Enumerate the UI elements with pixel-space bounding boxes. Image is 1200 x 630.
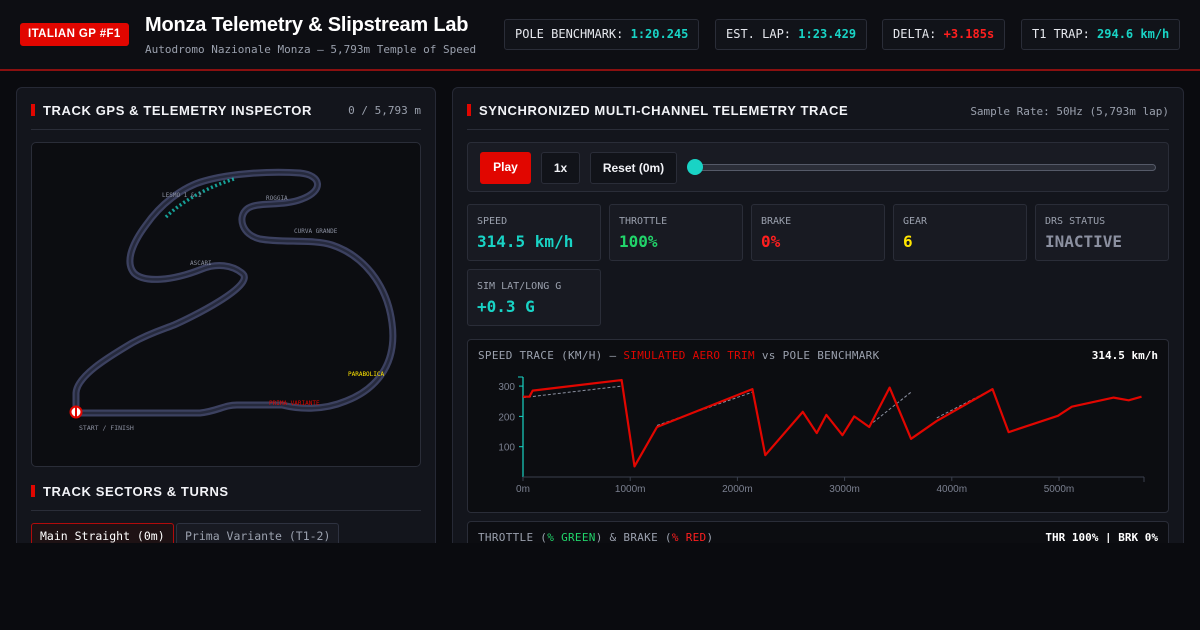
trace-panel-title: SYNCHRONIZED MULTI-CHANNEL TELEMETRY TRA… — [467, 103, 848, 118]
track-outline — [72, 168, 397, 417]
reset-button[interactable]: Reset (0m) — [590, 152, 677, 184]
app-title: Monza Telemetry & Slipstream Lab — [145, 14, 469, 36]
delta-stat: DELTA: +3.185s — [882, 19, 1006, 50]
y-tick-label: 200 — [498, 412, 515, 423]
g-force-value: +0.3 G — [477, 297, 535, 316]
position-slider-thumb[interactable] — [687, 159, 703, 175]
app-subtitle: Autodromo Nazionale Monza — 5,793m Templ… — [145, 43, 477, 56]
throttle-chart-current: THR 100% | BRK 0% — [1045, 531, 1158, 544]
speed-value: 314.5 km/h — [477, 232, 574, 251]
speed-card: SPEED 314.5 km/h — [467, 204, 601, 261]
position-slider[interactable] — [695, 164, 1156, 171]
parabolica-label: PARABOLICA — [348, 371, 385, 378]
track-distance-readout: 0 / 5,793 m — [348, 104, 421, 117]
ascari-label: ASCARI — [190, 260, 212, 267]
divider — [31, 510, 421, 511]
lesmo-label: LESMO 1 & 2 — [162, 192, 202, 199]
viewport-bottom — [0, 543, 1200, 630]
aero-trim-line — [523, 378, 1142, 468]
pole-benchmark-line — [868, 391, 912, 426]
curva-grande-label: CURVA GRANDE — [294, 228, 338, 235]
race-badge: ITALIAN GP #F1 — [20, 23, 129, 46]
y-tick-label: 100 — [498, 443, 515, 454]
track-map-svg: LESMO 1 & 2 ROGGIA CURVA GRANDE ASCARI P… — [69, 168, 397, 432]
gear-value: 6 — [903, 232, 913, 251]
x-tick-label: 2000m — [722, 484, 753, 495]
prima-variante-label: PRIMA VARIANTE — [269, 400, 320, 407]
drs-status-value: INACTIVE — [1045, 232, 1123, 251]
playback-controls: Play 1x Reset (0m) — [467, 142, 1169, 192]
track-panel-title: TRACK GPS & TELEMETRY INSPECTOR — [31, 103, 312, 118]
play-button[interactable]: Play — [480, 152, 531, 184]
drs-zone-marker — [164, 177, 235, 219]
sectors-panel-title: TRACK SECTORS & TURNS — [31, 484, 229, 499]
g-force-card: SIM LAT/LONG G +0.3 G — [467, 269, 601, 326]
est-lap-stat: EST. LAP: 1:23.429 — [715, 19, 868, 50]
pole-benchmark-line — [522, 385, 622, 399]
roggia-label: ROGGIA — [266, 195, 288, 202]
throttle-chart-title: THROTTLE (% GREEN) & BRAKE (% RED) — [478, 531, 714, 544]
speed-chart-current: 314.5 km/h — [1091, 349, 1158, 362]
divider — [31, 129, 421, 130]
speed-trace-chart: SPEED TRACE (KM/H) — SIMULATED AERO TRIM… — [467, 339, 1169, 513]
playback-speed-button[interactable]: 1x — [541, 152, 580, 184]
divider — [467, 129, 1169, 130]
x-tick-label: 5000m — [1044, 484, 1075, 495]
throttle-value: 100% — [619, 232, 658, 251]
track-map[interactable]: LESMO 1 & 2 ROGGIA CURVA GRANDE ASCARI P… — [31, 142, 421, 467]
brake-card: BRAKE 0% — [751, 204, 885, 261]
y-tick-label: 300 — [498, 382, 515, 393]
track-centerline — [74, 171, 395, 415]
x-tick-label: 3000m — [829, 484, 860, 495]
x-tick-label: 1000m — [615, 484, 646, 495]
gear-card: GEAR 6 — [893, 204, 1027, 261]
x-tick-label: 0m — [516, 484, 530, 495]
t1-trap-stat: T1 TRAP: 294.6 km/h — [1021, 19, 1181, 50]
app-header: ITALIAN GP #F1 Monza Telemetry & Slipstr… — [0, 0, 1200, 71]
x-tick-label: 4000m — [937, 484, 968, 495]
brake-value: 0% — [761, 232, 781, 251]
speed-chart-title: SPEED TRACE (KM/H) — SIMULATED AERO TRIM… — [478, 349, 880, 362]
sample-rate-label: Sample Rate: 50Hz (5,793m lap) — [970, 105, 1169, 118]
start-finish-label: START / FINISH — [79, 424, 134, 432]
pole-benchmark-stat: POLE BENCHMARK: 1:20.245 — [504, 19, 700, 50]
drs-status-card: DRS STATUS INACTIVE — [1035, 204, 1169, 261]
throttle-card: THROTTLE 100% — [609, 204, 743, 261]
